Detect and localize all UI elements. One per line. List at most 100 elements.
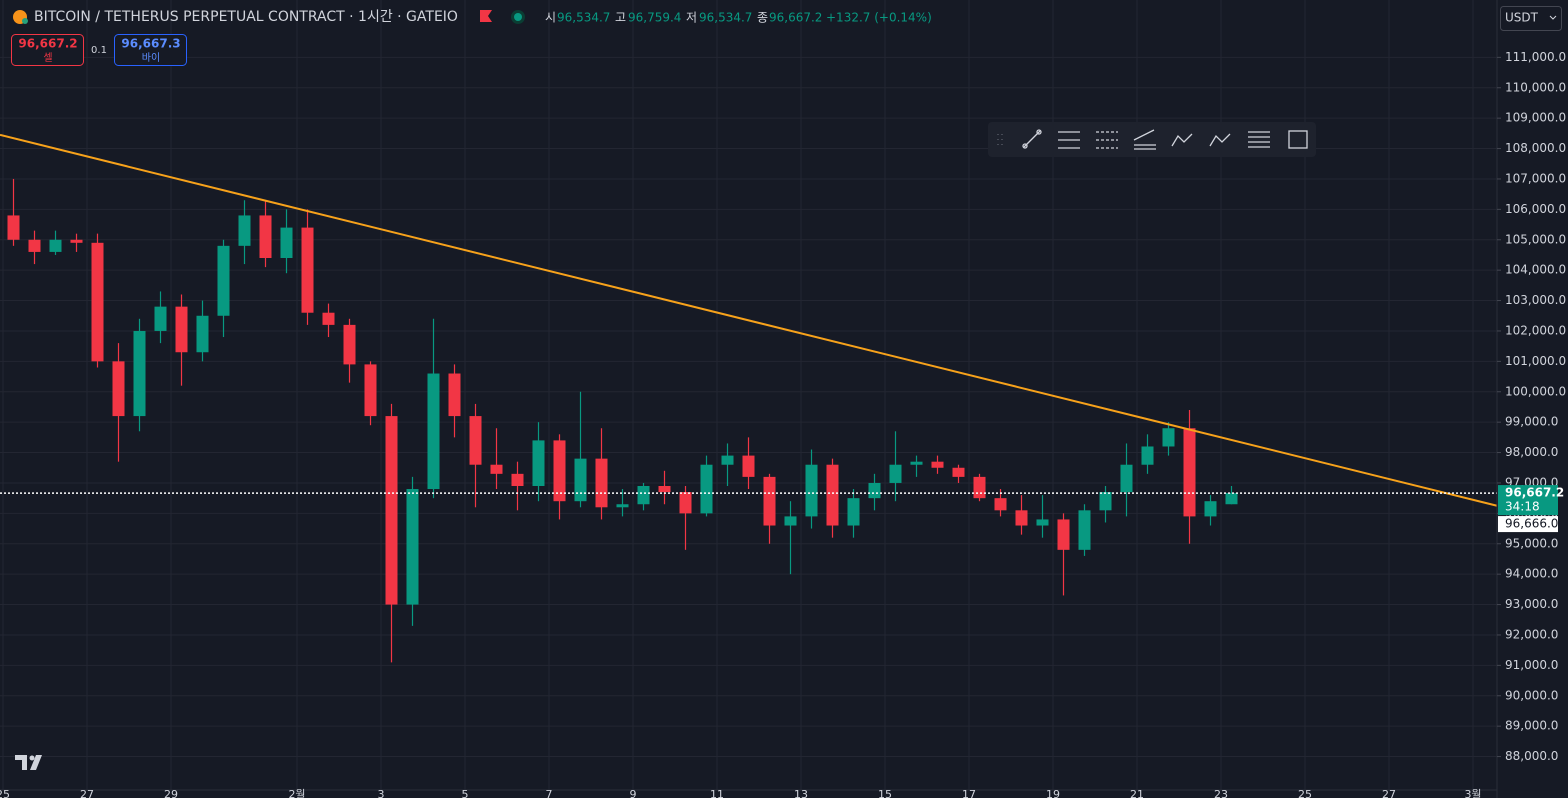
candle-body: [826, 464, 839, 526]
candle-body: [784, 516, 797, 526]
dropdown-icon: [1549, 15, 1557, 20]
y-tick-label: 91,000.0: [1505, 658, 1558, 672]
candle-body: [847, 498, 860, 526]
candle-body: [175, 306, 188, 353]
y-tick-label: 93,000.0: [1505, 597, 1558, 611]
tool-icon: [1036, 129, 1042, 135]
y-tick-label: 92,000.0: [1505, 627, 1558, 641]
currency-label: USDT: [1505, 11, 1539, 25]
candle-body: [259, 215, 272, 258]
y-tick-label: 108,000.0: [1505, 141, 1566, 155]
buy-label: 바이: [142, 52, 160, 64]
candle-body: [805, 464, 818, 517]
candle-body: [1204, 501, 1217, 517]
tool-icon[interactable]: [1288, 130, 1308, 149]
tool-icon[interactable]: [1209, 133, 1231, 147]
candle-body: [1099, 492, 1112, 511]
flag-icon[interactable]: [480, 10, 492, 22]
x-tick-label: 25: [1298, 788, 1312, 798]
y-tick-label: 98,000.0: [1505, 445, 1558, 459]
candle-body: [1057, 519, 1070, 550]
candle-body: [343, 324, 356, 365]
candle-body: [1225, 493, 1238, 505]
spread: 0.1: [91, 45, 107, 56]
candle-body: [721, 455, 734, 465]
candle-body: [280, 227, 293, 258]
y-tick-label: 105,000.0: [1505, 232, 1566, 246]
candle-body: [532, 440, 545, 486]
currency-select[interactable]: [1500, 6, 1562, 31]
candle-body: [1183, 428, 1196, 517]
plot: [0, 133, 1498, 663]
x-tick-label: 13: [794, 788, 808, 798]
candle-body: [889, 464, 902, 483]
legend-value: 96,667.2: [769, 11, 822, 25]
x-tick-label: 2월: [288, 788, 305, 798]
y-tick-label: 100,000.0: [1505, 384, 1566, 398]
x-tick-label: 17: [962, 788, 976, 798]
y-tick-label: 102,000.0: [1505, 323, 1566, 337]
x-tick-label: 21: [1130, 788, 1144, 798]
candle-body: [448, 373, 461, 417]
buy-price: 96,667.3: [121, 37, 180, 51]
logo: [29, 755, 35, 761]
candle-body: [1015, 510, 1028, 526]
x-tick-label: 27: [80, 788, 94, 798]
candle-body: [28, 239, 41, 252]
y-tick-label: 101,000.0: [1505, 354, 1566, 368]
sell-button[interactable]: [11, 34, 84, 66]
candle-body: [910, 461, 923, 465]
countdown-label: 34:18: [1505, 500, 1540, 514]
x-tick-label: 11: [710, 788, 724, 798]
logo: [15, 755, 42, 770]
tool-icon[interactable]: [1058, 131, 1080, 149]
candle-body: [238, 215, 251, 246]
candle-body: [427, 373, 440, 490]
candle-body: [1162, 428, 1175, 447]
tool-icon[interactable]: [1096, 131, 1118, 149]
tool-icon[interactable]: [1171, 133, 1193, 147]
status-dot: [514, 13, 522, 21]
legend-label: 고: [615, 11, 626, 25]
candle-body: [931, 461, 944, 468]
candle-body: [385, 416, 398, 605]
candle-body: [868, 482, 881, 499]
buy-button[interactable]: [114, 34, 187, 66]
legend-value: 96,534.7: [699, 11, 752, 25]
candle-body: [7, 215, 20, 240]
y-tick-label: 104,000.0: [1505, 263, 1566, 277]
candle-body: [994, 498, 1007, 511]
candle-body: [322, 312, 335, 325]
x-tick-label: 3월: [1464, 788, 1481, 798]
y-tick-label: 89,000.0: [1505, 719, 1558, 733]
candle-body: [742, 455, 755, 477]
legend-value: 96,534.7: [557, 11, 610, 25]
y-tick-label: 99,000.0: [1505, 415, 1558, 429]
legend-label: 저: [686, 11, 697, 25]
candle-body: [952, 467, 965, 477]
y-tick-label: 94,000.0: [1505, 567, 1558, 581]
candle-body: [133, 330, 146, 417]
candle-body: [763, 476, 776, 526]
x-tick-label: 5: [462, 788, 469, 798]
y-tick-label: 103,000.0: [1505, 293, 1566, 307]
drag-handle[interactable]: [997, 134, 1003, 145]
candle-body: [637, 486, 650, 505]
x-tick-label: 23: [1214, 788, 1228, 798]
candle-body: [91, 242, 104, 362]
tool-icon[interactable]: [1248, 131, 1270, 148]
x-tick-label: 25: [0, 788, 10, 798]
candle-body: [973, 476, 986, 499]
candle-body: [553, 440, 566, 502]
legend-change: +132.7 (+0.14%): [826, 11, 932, 25]
candle-body: [364, 364, 377, 417]
candle-body: [49, 239, 62, 252]
candle-body: [1141, 446, 1154, 465]
tool-icon[interactable]: [1133, 129, 1156, 150]
price-axis: 88,000.0 89,000.0 90,000.0 91,000.0 92,000.0…: [0, 50, 1566, 798]
y-tick-label: 90,000.0: [1505, 688, 1558, 702]
toolbar-bg: [988, 122, 1316, 157]
tool-icon: [1022, 143, 1028, 149]
